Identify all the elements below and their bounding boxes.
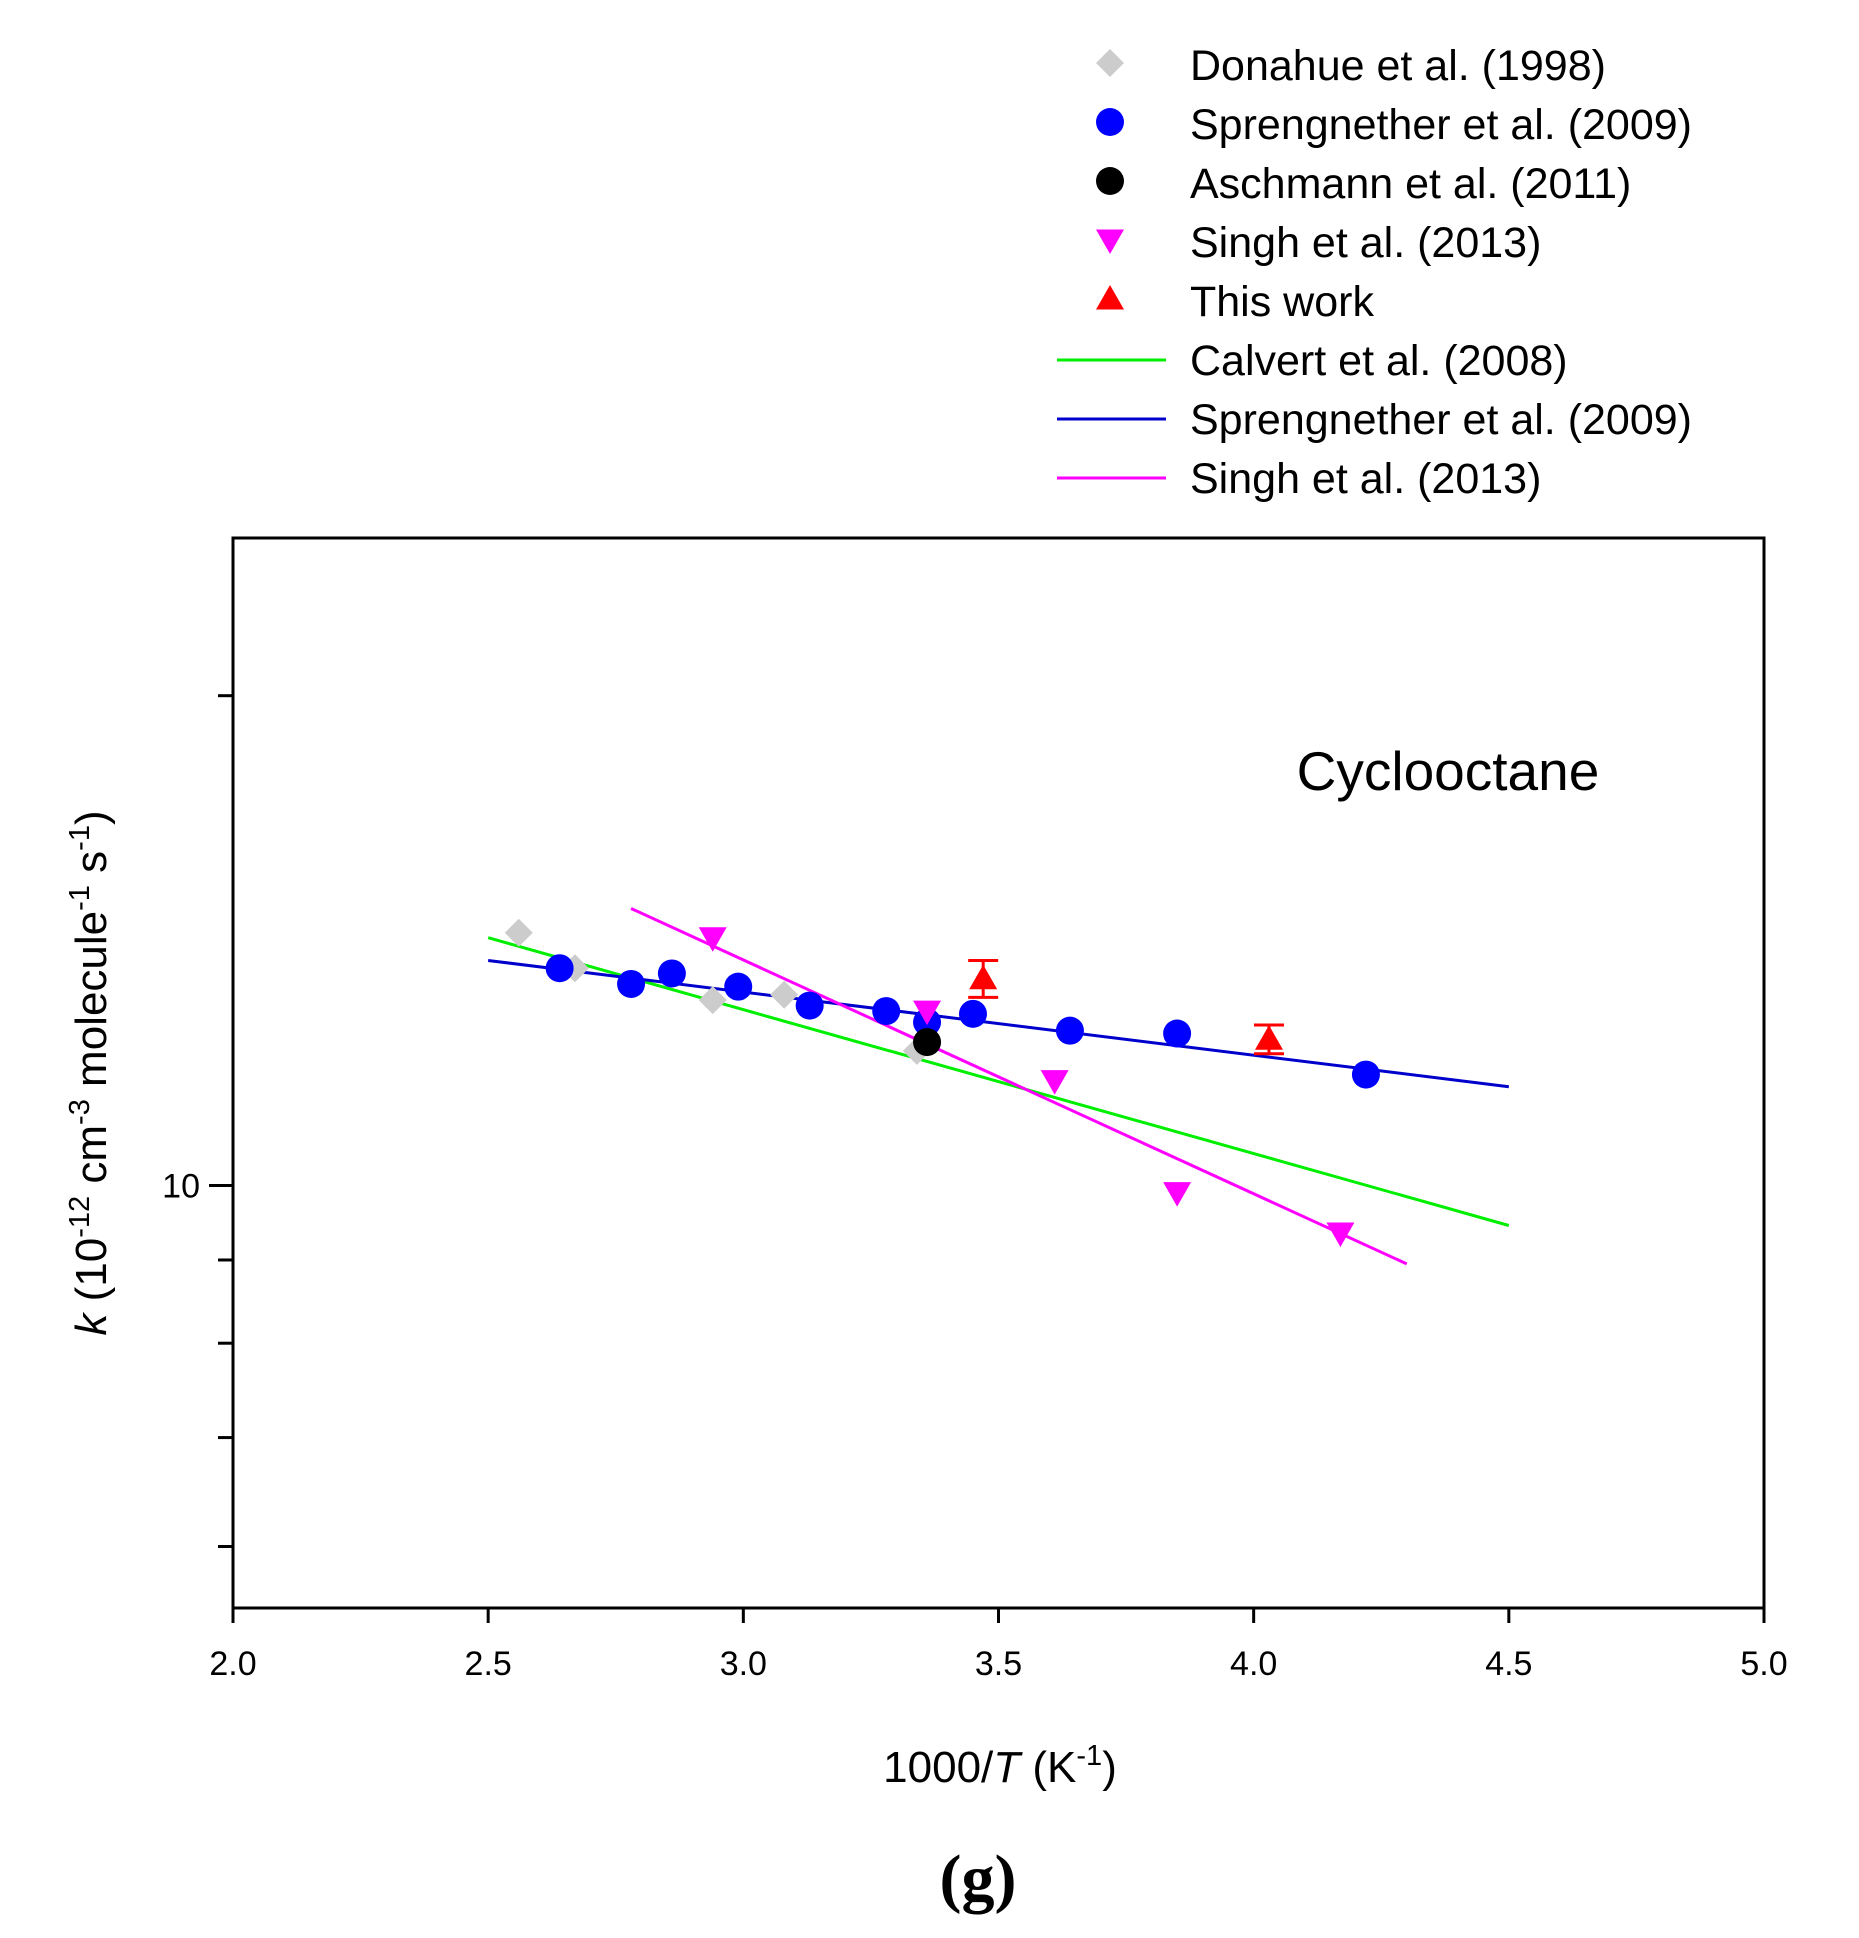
legend-label: Aschmann et al. (2011) bbox=[1190, 160, 1631, 208]
data-point bbox=[504, 918, 533, 947]
data-point bbox=[1254, 1025, 1283, 1050]
data-point bbox=[1163, 1019, 1192, 1048]
data-point bbox=[657, 959, 686, 988]
legend-marker bbox=[1096, 285, 1124, 310]
data-point bbox=[770, 980, 799, 1009]
x-tick-label: 4.5 bbox=[1485, 1645, 1532, 1683]
axis-ticks: 2.0 2.5 3.0 3.5 4.0 4.5 5.0 10 bbox=[162, 694, 1788, 1683]
data-point bbox=[872, 997, 901, 1026]
data-point bbox=[698, 927, 727, 952]
data-point bbox=[545, 954, 574, 983]
chart-annotation: Cyclooctane bbox=[1297, 740, 1600, 802]
legend-label: Sprengnether et al. (2009) bbox=[1190, 101, 1692, 149]
data-point bbox=[969, 964, 998, 990]
y-tick-label: 10 bbox=[162, 1168, 200, 1206]
legend-marker bbox=[1096, 167, 1124, 195]
legend-label: Singh et al. (2013) bbox=[1190, 219, 1541, 267]
x-tick-label: 3.5 bbox=[975, 1645, 1022, 1683]
data-points bbox=[504, 918, 1380, 1248]
x-tick-label: 5.0 bbox=[1740, 1645, 1787, 1683]
legend-label: Calvert et al. (2008) bbox=[1190, 337, 1568, 385]
legend-label: Donahue et al. (1998) bbox=[1190, 42, 1606, 90]
x-tick-label: 2.0 bbox=[209, 1645, 256, 1683]
data-point bbox=[617, 969, 646, 998]
fit-lines bbox=[487, 907, 1510, 1266]
legend: Donahue et al. (1998) Sprengnether et al.… bbox=[1057, 42, 1692, 503]
x-tick-label: 3.0 bbox=[720, 1645, 767, 1683]
data-point bbox=[724, 972, 753, 1001]
legend-marker bbox=[1096, 49, 1124, 77]
x-tick-label: 4.0 bbox=[1230, 1645, 1277, 1683]
data-point bbox=[698, 986, 727, 1015]
legend-label: This work bbox=[1190, 278, 1374, 326]
x-tick-label: 2.5 bbox=[465, 1645, 512, 1683]
x-axis-title: 1000/T (K-1) bbox=[883, 1740, 1117, 1792]
fit-line bbox=[630, 907, 1408, 1266]
legend-label: Sprengnether et al. (2009) bbox=[1190, 396, 1692, 444]
panel-label: (g) bbox=[940, 1842, 1017, 1915]
data-point bbox=[1055, 1016, 1084, 1045]
legend-marker bbox=[1096, 229, 1124, 254]
data-point bbox=[958, 999, 987, 1028]
data-point bbox=[795, 991, 824, 1020]
data-point bbox=[1163, 1182, 1192, 1207]
plot-frame bbox=[231, 536, 1766, 1610]
legend-marker bbox=[1096, 108, 1124, 136]
data-point bbox=[913, 1028, 942, 1057]
legend-label: Singh et al. (2013) bbox=[1190, 455, 1541, 503]
fit-line bbox=[487, 958, 1510, 1089]
data-point bbox=[1040, 1070, 1069, 1095]
data-point bbox=[913, 1000, 942, 1026]
data-point bbox=[1351, 1060, 1380, 1089]
y-axis-title: k (10-12 cm-3 molecule-1 s-1) bbox=[64, 810, 116, 1335]
data-point bbox=[1326, 1222, 1355, 1248]
fit-line bbox=[487, 936, 1510, 1227]
